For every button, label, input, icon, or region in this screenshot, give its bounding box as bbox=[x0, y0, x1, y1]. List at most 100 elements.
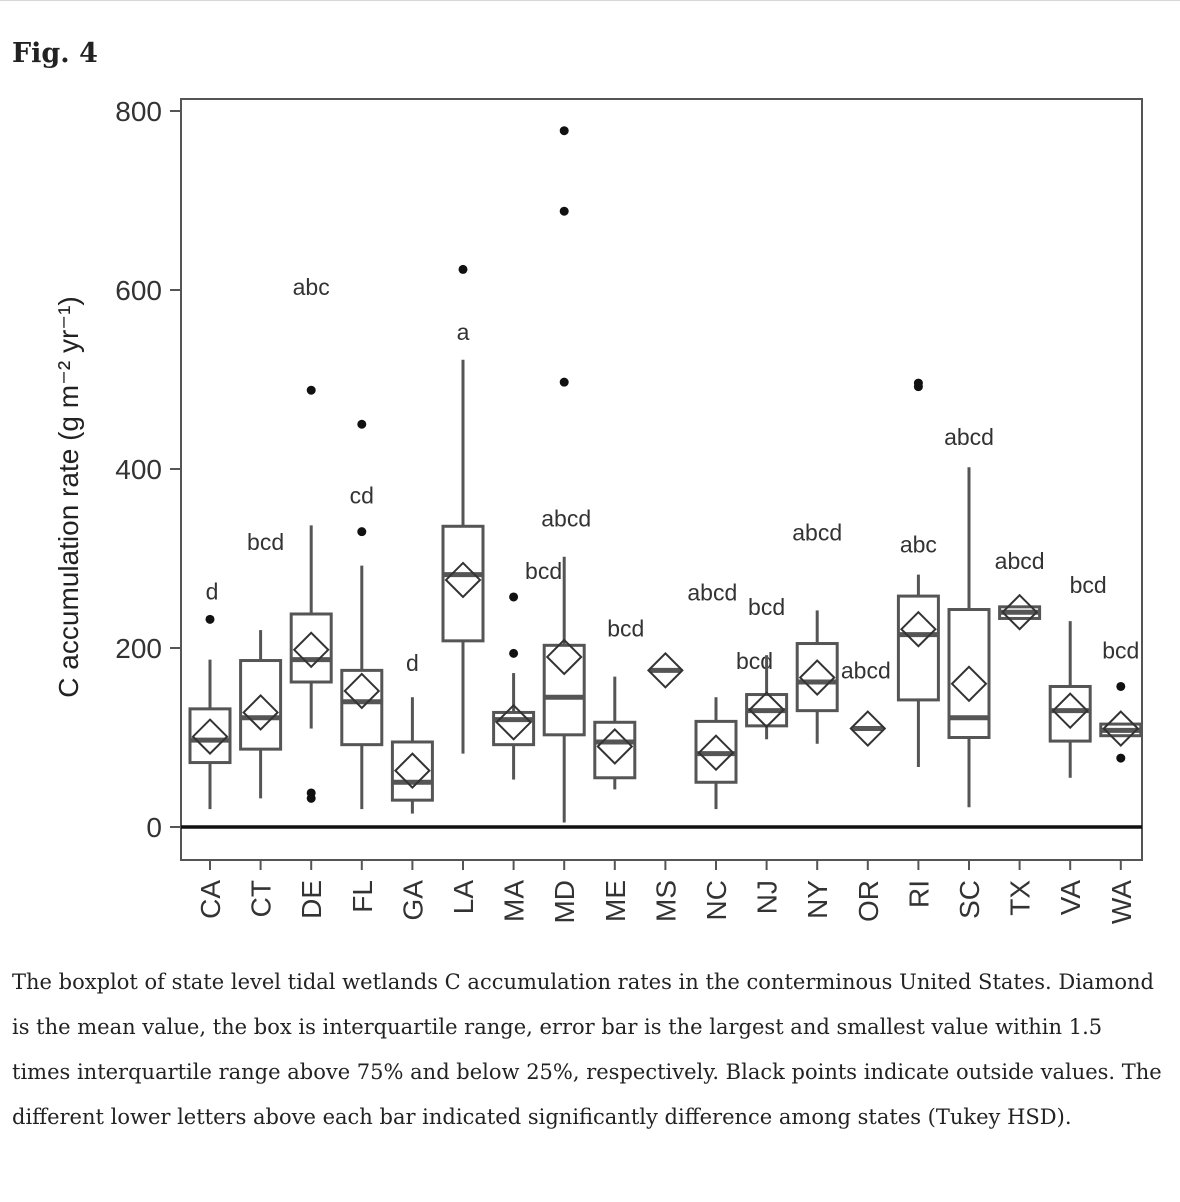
significance-letters: a bbox=[457, 319, 470, 345]
x-tick-label: TX bbox=[1005, 880, 1036, 916]
outlier-point bbox=[509, 648, 519, 658]
x-tick-label: OR bbox=[853, 880, 884, 922]
outlier-point bbox=[559, 206, 569, 216]
mean-diamond bbox=[748, 691, 786, 729]
mean-diamond bbox=[849, 710, 887, 747]
box-de: abc bbox=[289, 274, 333, 803]
interquartile-box bbox=[1048, 684, 1092, 743]
x-tick-label: MS bbox=[650, 880, 681, 922]
interquartile-box bbox=[188, 707, 232, 765]
box-tx: abcd bbox=[995, 548, 1045, 631]
mean-diamond bbox=[495, 703, 533, 741]
x-tick-label: MD bbox=[549, 880, 580, 924]
outlier-point bbox=[306, 385, 316, 395]
y-tick-label: 400 bbox=[115, 454, 162, 485]
y-axis-title: C accumulation rate (g m⁻² yr⁻¹) bbox=[53, 296, 84, 697]
box-md: abcd bbox=[541, 126, 591, 823]
outlier-point bbox=[559, 126, 569, 136]
outlier-point bbox=[306, 793, 316, 803]
x-tick-label: RI bbox=[903, 880, 934, 908]
mean-diamond bbox=[292, 631, 330, 669]
interquartile-box bbox=[542, 643, 586, 737]
top-divider bbox=[0, 0, 1180, 1]
outlier-point bbox=[1116, 753, 1126, 763]
x-tick-label: VA bbox=[1055, 880, 1086, 916]
mean-diamond bbox=[343, 672, 381, 710]
significance-letters: abcd bbox=[841, 658, 891, 684]
interquartile-box bbox=[947, 608, 991, 740]
significance-letters: d bbox=[406, 650, 419, 676]
x-tick-label: NY bbox=[802, 880, 833, 919]
x-tick-label: CA bbox=[195, 880, 226, 919]
box-me: bcd bbox=[593, 616, 644, 790]
outlier-point bbox=[357, 527, 367, 537]
mean-diamond bbox=[1102, 710, 1140, 747]
box-sc: abcd bbox=[944, 424, 994, 808]
interquartile-box bbox=[340, 668, 384, 747]
x-tick-label: GA bbox=[397, 880, 428, 921]
box-nj: bcd bbox=[745, 594, 789, 740]
interquartile-box bbox=[795, 642, 839, 713]
box-ct: bcd bbox=[239, 529, 284, 799]
significance-letters: abcd bbox=[792, 519, 842, 545]
box-or: abcd bbox=[841, 658, 891, 747]
box-la: a bbox=[441, 264, 485, 754]
mean-diamond bbox=[1051, 692, 1089, 730]
mean-diamond bbox=[444, 561, 482, 599]
interquartile-box bbox=[289, 612, 333, 684]
plot-frame bbox=[180, 98, 1143, 861]
x-tick-label: LA bbox=[448, 880, 479, 915]
x-tick-label: WA bbox=[1106, 880, 1137, 924]
outlier-point bbox=[205, 614, 215, 624]
x-tick-label: FL bbox=[347, 880, 378, 913]
interquartile-box bbox=[593, 720, 637, 780]
interquartile-box bbox=[896, 594, 940, 702]
boxes: dbcdabccddabcdabcdbcdabcdbcdbcdabcdabcda… bbox=[188, 126, 1143, 823]
outlier-point bbox=[913, 382, 923, 392]
figure-caption: The boxplot of state level tidal wetland… bbox=[12, 970, 1162, 1129]
mean-diamond bbox=[242, 694, 280, 731]
x-tick-label: SC bbox=[954, 880, 985, 919]
box-ga: d bbox=[390, 650, 434, 814]
outlier-point bbox=[509, 592, 519, 602]
significance-letters: abc bbox=[900, 532, 937, 558]
mean-diamond bbox=[697, 734, 735, 772]
mean-diamond bbox=[1001, 593, 1039, 631]
x-tick-label: NJ bbox=[752, 880, 783, 914]
outlier-point bbox=[357, 419, 367, 429]
x-tick-label: CT bbox=[246, 880, 277, 917]
significance-letters: abc bbox=[293, 274, 330, 300]
y-tick-label: 200 bbox=[115, 633, 162, 664]
x-axis: CA CT DE FL GA LA MA MD ME MS NC NJ NY OR RI SC TX VA WA bbox=[195, 860, 1137, 924]
mean-diamond bbox=[393, 752, 431, 790]
significance-letters: bcd bbox=[525, 558, 562, 584]
significance-letters: bcd bbox=[748, 594, 785, 620]
figure-label: Fig. 4 bbox=[12, 38, 98, 69]
significance-letters: abcd bbox=[687, 579, 737, 605]
box-ma: bcd bbox=[492, 558, 562, 780]
box-ms: abcd bbox=[646, 579, 737, 689]
mean-diamond bbox=[596, 728, 634, 765]
interquartile-box bbox=[492, 710, 536, 747]
significance-letters: abcd bbox=[995, 548, 1045, 574]
mean-diamond bbox=[545, 638, 583, 676]
mean-diamond bbox=[646, 651, 684, 689]
significance-letters: abcd bbox=[541, 506, 591, 532]
significance-letters: bcd bbox=[1070, 572, 1107, 598]
significance-letters: bcd bbox=[247, 529, 284, 555]
interquartile-box bbox=[239, 659, 283, 751]
y-axis: 0 200 400 600 800 bbox=[115, 96, 181, 843]
outlier-point bbox=[559, 377, 569, 387]
boxplot-chart: 0 200 400 600 800 CA CT DE FL GA LA MA MD ME MS NC NJ NY… bbox=[53, 96, 1143, 924]
significance-letters: cd bbox=[350, 483, 374, 509]
x-tick-label: NC bbox=[701, 880, 732, 920]
box-fl: cd bbox=[340, 419, 384, 810]
x-tick-label: MA bbox=[499, 880, 530, 922]
significance-letters: bcd bbox=[1102, 637, 1139, 663]
y-tick-label: 600 bbox=[115, 275, 162, 306]
interquartile-box bbox=[390, 740, 434, 802]
mean-diamond bbox=[798, 659, 836, 696]
box-ny: abcd bbox=[792, 519, 842, 744]
mean-diamond bbox=[191, 718, 229, 756]
y-tick-label: 800 bbox=[115, 96, 162, 127]
